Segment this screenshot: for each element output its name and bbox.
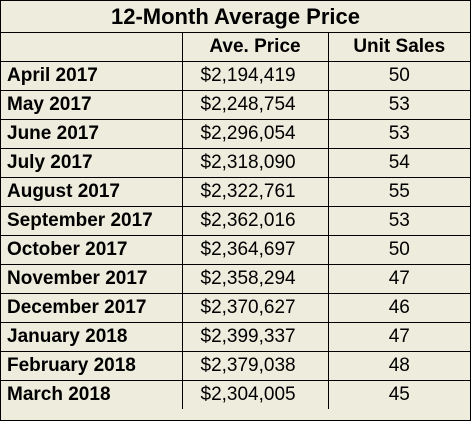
title-row: 12-Month Average Price <box>1 1 471 33</box>
month-cell: November 2017 <box>1 264 183 294</box>
price-cell: $2,318,090 <box>181 148 329 178</box>
price-cell: $2,322,761 <box>181 177 329 207</box>
price-cell: $2,304,005 <box>181 380 329 409</box>
table-row: November 2017 $2,358,294 47 <box>1 264 471 294</box>
unit-sales-cell: 45 <box>327 380 471 409</box>
header-unit-sales: Unit Sales <box>327 32 471 62</box>
price-cell: $2,358,294 <box>181 264 329 294</box>
month-cell: January 2018 <box>1 322 183 352</box>
month-cell: May 2017 <box>1 90 183 120</box>
table-row: October 2017 $2,364,697 50 <box>1 235 471 265</box>
table-row: February 2018 $2,379,038 48 <box>1 351 471 381</box>
unit-sales-cell: 48 <box>327 351 471 381</box>
price-cell: $2,364,697 <box>181 235 329 265</box>
unit-sales-cell: 47 <box>327 264 471 294</box>
table-row: April 2017 $2,194,419 50 <box>1 61 471 91</box>
table-row: July 2017 $2,318,090 54 <box>1 148 471 178</box>
month-cell: September 2017 <box>1 206 183 236</box>
price-cell: $2,362,016 <box>181 206 329 236</box>
month-cell: August 2017 <box>1 177 183 207</box>
table-title: 12-Month Average Price <box>1 1 471 33</box>
unit-sales-cell: 53 <box>327 206 471 236</box>
unit-sales-cell: 55 <box>327 177 471 207</box>
table-row: May 2017 $2,248,754 53 <box>1 90 471 120</box>
table-row: December 2017 $2,370,627 46 <box>1 293 471 323</box>
price-cell: $2,296,054 <box>181 119 329 149</box>
header-ave-price: Ave. Price <box>181 32 329 62</box>
header-row: Ave. Price Unit Sales <box>1 32 471 62</box>
table-row: March 2018 $2,304,005 45 <box>1 380 471 409</box>
price-cell: $2,379,038 <box>181 351 329 381</box>
unit-sales-cell: 50 <box>327 235 471 265</box>
price-cell: $2,248,754 <box>181 90 329 120</box>
table-row: January 2018 $2,399,337 47 <box>1 322 471 352</box>
unit-sales-cell: 53 <box>327 119 471 149</box>
month-cell: February 2018 <box>1 351 183 381</box>
price-table: 12-Month Average Price Ave. Price Unit S… <box>1 1 471 409</box>
month-cell: March 2018 <box>1 380 183 409</box>
unit-sales-cell: 54 <box>327 148 471 178</box>
unit-sales-cell: 47 <box>327 322 471 352</box>
month-cell: April 2017 <box>1 61 183 91</box>
month-cell: June 2017 <box>1 119 183 149</box>
header-month <box>1 32 183 62</box>
price-cell: $2,370,627 <box>181 293 329 323</box>
price-cell: $2,399,337 <box>181 322 329 352</box>
table-row: August 2017 $2,322,761 55 <box>1 177 471 207</box>
table-row: September 2017 $2,362,016 53 <box>1 206 471 236</box>
month-cell: December 2017 <box>1 293 183 323</box>
unit-sales-cell: 46 <box>327 293 471 323</box>
month-cell: July 2017 <box>1 148 183 178</box>
unit-sales-cell: 50 <box>327 61 471 91</box>
table-row: June 2017 $2,296,054 53 <box>1 119 471 149</box>
unit-sales-cell: 53 <box>327 90 471 120</box>
month-cell: October 2017 <box>1 235 183 265</box>
price-cell: $2,194,419 <box>181 61 329 91</box>
